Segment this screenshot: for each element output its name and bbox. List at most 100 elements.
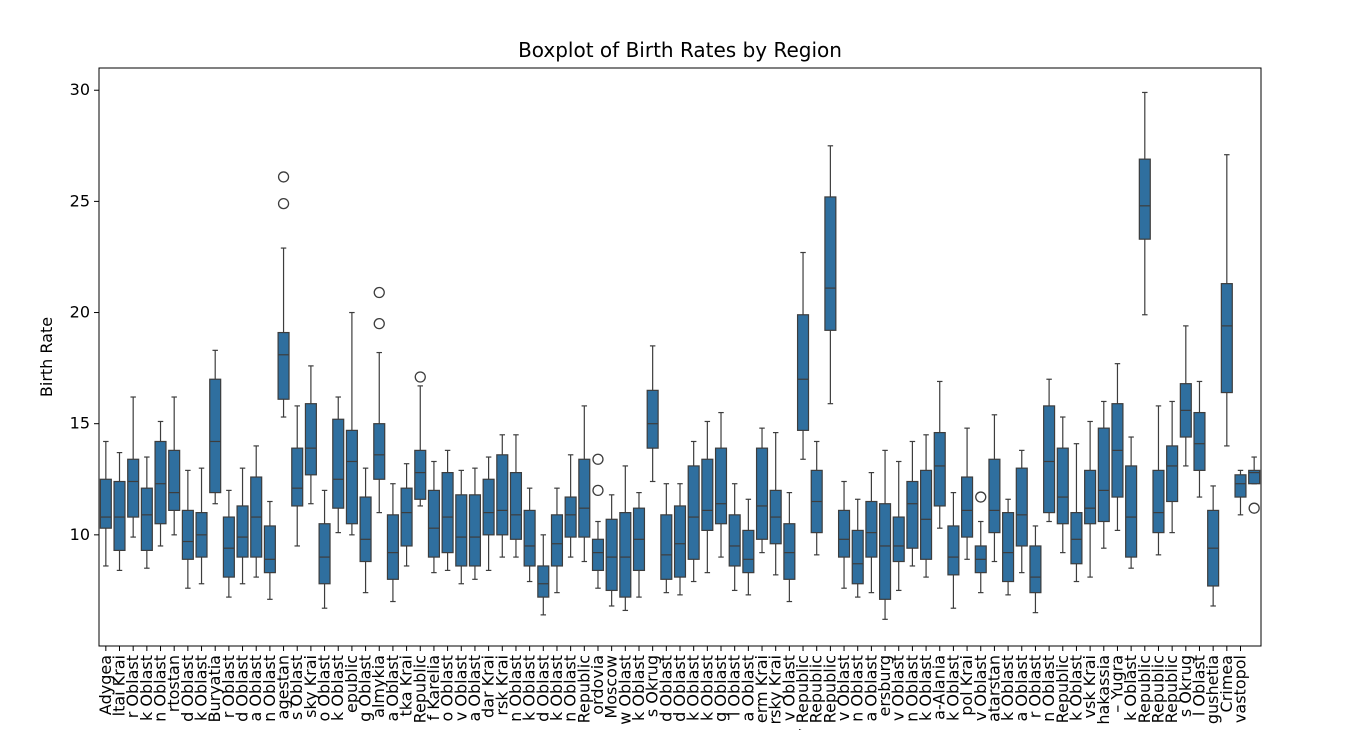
iqr-box: [304, 403, 317, 476]
x-tick-label: k Oblast: [1066, 655, 1085, 721]
x-tick-label: r Oblast: [123, 655, 142, 718]
box-group: [701, 420, 714, 574]
outlier-point: [373, 318, 385, 330]
box-group: [250, 445, 263, 578]
iqr-box: [906, 480, 919, 549]
x-tick-label: almykia: [369, 655, 388, 718]
x-tick-label: a Oblast: [246, 655, 265, 722]
box-group: [168, 396, 181, 536]
x-tick-label: f Karelia: [424, 655, 443, 721]
iqr-box: [865, 500, 878, 558]
iqr-box: [1043, 405, 1056, 514]
x-tick-label: Moscow: [602, 655, 621, 719]
x-tick-label: d Oblast: [670, 655, 689, 722]
box-group: [523, 487, 536, 583]
box-group: [537, 534, 550, 616]
iqr-box: [1234, 474, 1247, 498]
box-group: [824, 145, 837, 405]
iqr-box: [168, 449, 181, 511]
box-group: [714, 411, 728, 558]
x-tick-label: l Oblast: [1189, 655, 1208, 716]
box-group: [783, 492, 796, 603]
box-group: [892, 460, 905, 592]
box-group: [1125, 436, 1138, 569]
plot-area: [99, 91, 1261, 620]
iqr-box: [154, 440, 167, 525]
iqr-box: [127, 458, 140, 518]
iqr-box: [222, 516, 235, 578]
iqr-box: [414, 449, 427, 500]
box-group: [332, 396, 345, 534]
x-tick-label: Republic: [1162, 655, 1181, 723]
iqr-box: [1166, 445, 1179, 503]
iqr-box: [1125, 465, 1138, 558]
iqr-box: [1097, 427, 1110, 523]
box-group: [455, 469, 468, 585]
iqr-box: [496, 454, 509, 536]
iqr-box: [523, 509, 536, 567]
iqr-box: [673, 505, 687, 578]
x-tick-label: tka Krai: [397, 655, 416, 716]
iqr-box: [605, 518, 618, 592]
box-group: [427, 460, 440, 574]
x-tick-label: k Oblast: [192, 655, 211, 721]
x-tick-label: s Oblast: [287, 655, 306, 720]
x-tick-label: k Oblast: [629, 655, 648, 721]
iqr-box: [332, 418, 345, 509]
box-group: [99, 440, 112, 567]
iqr-box: [837, 509, 851, 558]
x-tick-label: o Oblast: [315, 655, 334, 721]
outlier-point: [592, 484, 604, 497]
iqr-box: [1248, 469, 1261, 485]
x-tick-label: k Oblast: [998, 655, 1017, 721]
x-tick-label: a Oblast: [383, 655, 402, 722]
iqr-box: [550, 514, 564, 567]
x-tick-label: Adygea: [96, 655, 115, 715]
x-tick-label: ersburg: [875, 655, 894, 717]
box-group: [441, 449, 454, 572]
outlier-point: [414, 371, 426, 383]
x-tick-label: agestan: [274, 655, 293, 719]
box-group: [1015, 449, 1028, 574]
x-tick-label: rsky Krai: [766, 655, 785, 724]
x-tick-label: g Oblast: [711, 655, 730, 722]
iqr-box: [1084, 469, 1097, 525]
box-group: [1152, 405, 1165, 556]
iqr-box: [373, 423, 386, 480]
box-group: [1056, 416, 1069, 554]
box-group: [687, 440, 700, 583]
box-group: [550, 487, 564, 594]
box-group: [1084, 420, 1097, 578]
x-tick-label: n Oblast: [848, 655, 867, 722]
box-group: [400, 463, 413, 567]
x-tick-label: rtostan: [164, 655, 183, 712]
y-axis: 10 15 20 25 30: [70, 80, 99, 544]
box-group: [673, 483, 687, 596]
x-tick-label: n Oblast: [902, 655, 921, 722]
x-tick-label: n Oblast: [506, 655, 525, 722]
x-tick-label: k Oblast: [916, 655, 935, 721]
box-group: [113, 451, 126, 572]
box-group: [1043, 378, 1056, 523]
iqr-box: [99, 478, 112, 529]
x-tick-label: d Oblast: [656, 655, 675, 722]
iqr-box: [427, 489, 440, 558]
x-tick-label: Republic: [410, 655, 429, 723]
box-group: [140, 456, 153, 569]
iqr-box: [1056, 447, 1069, 525]
iqr-box: [1193, 411, 1206, 471]
iqr-box: [988, 458, 1001, 534]
box-group: [961, 427, 974, 560]
box-group: [318, 489, 331, 609]
box-group: [591, 453, 605, 589]
y-tick-label: 30: [70, 80, 90, 99]
iqr-box: [796, 314, 810, 431]
box-group: [291, 405, 304, 547]
box-group: [947, 492, 960, 609]
box-group: [988, 414, 1001, 563]
iqr-box: [646, 389, 659, 449]
box-group: [906, 440, 919, 567]
x-tick-label: a Oblast: [465, 655, 484, 722]
box-group: [605, 494, 618, 607]
iqr-box: [933, 431, 946, 507]
